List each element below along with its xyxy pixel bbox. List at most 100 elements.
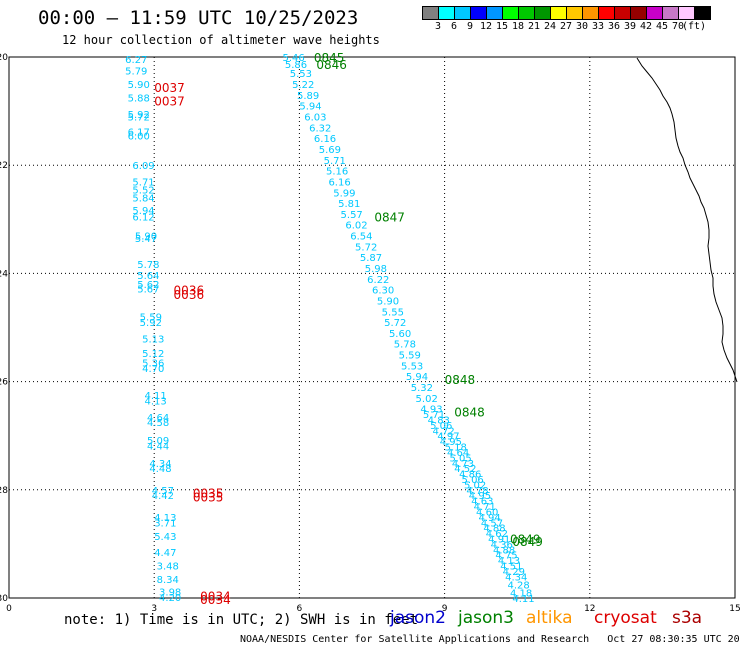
pass-time-label: 0847: [374, 211, 405, 225]
swh-value-track-a: 6.12: [132, 213, 154, 224]
x-tick-label: 15: [729, 604, 740, 614]
swh-value-track-a: 4.11: [145, 391, 167, 402]
pass-time-label: 0035: [193, 487, 224, 501]
swh-value-track-b: 4.75: [495, 551, 517, 562]
pass-time-label: 0845: [314, 51, 345, 65]
swh-value-track-b: 5.60: [389, 329, 411, 340]
swh-value-track-a: 3.71: [154, 518, 176, 529]
swh-value-track-b: 5.55: [382, 307, 404, 318]
swh-value-track-a: 4.47: [154, 548, 176, 559]
swh-value-track-a: 4.70: [142, 364, 164, 375]
swh-value-track-b: 5.94: [299, 102, 321, 113]
swh-value-track-b: 4.95: [469, 491, 491, 502]
swh-value-track-b: 6.16: [314, 134, 336, 145]
swh-value-track-b: 4.86: [459, 470, 481, 481]
swh-value-track-a: 5.84: [132, 194, 154, 205]
swh-value-track-b: 4.29: [503, 567, 525, 578]
x-tick-label: 0: [6, 604, 12, 614]
pass-time-label: 0034: [200, 589, 231, 603]
swh-value-track-a: 6.27: [125, 55, 147, 66]
swh-value-track-b: 6.02: [345, 221, 367, 232]
swh-value-track-a: 4.42: [152, 491, 174, 502]
satellite-name: s3a: [672, 608, 703, 628]
swh-value-track-b: 5.87: [360, 253, 382, 264]
legend-label: 21: [527, 21, 541, 32]
swh-value-track-b: 6.22: [367, 275, 389, 286]
swh-value-track-a: 5.62: [137, 280, 159, 291]
swh-value-track-a: 6.09: [132, 161, 154, 172]
swh-value-track-b: 5.69: [319, 145, 341, 156]
pass-time-label: 0037: [154, 94, 185, 108]
note-text: note: 1) Time is in UTC; 2) SWH is in fe…: [64, 612, 419, 628]
pass-time-label: 0036: [174, 288, 205, 302]
swh-value-track-a: 3.98: [159, 588, 181, 599]
swh-value-track-b: 4.73: [452, 459, 474, 470]
swh-value-track-b: 5.78: [394, 340, 416, 351]
swh-value-track-b: 4.60: [476, 507, 498, 518]
legend-label: 33: [591, 21, 605, 32]
pass-time-label: 0849: [512, 535, 543, 549]
swh-value-track-a: 5.12: [142, 349, 164, 360]
x-tick-label: 6: [297, 604, 303, 614]
swh-value-track-b: 5.90: [377, 296, 399, 307]
swh-value-track-a: 5.71: [132, 177, 154, 188]
legend-label: 39: [623, 21, 637, 32]
swh-value-track-b: 5.02: [416, 394, 438, 405]
swh-value-track-a: 5.52: [132, 186, 154, 197]
swh-value-track-b: 4.52: [454, 464, 476, 475]
swh-value-track-a: 5.90: [128, 80, 150, 91]
swh-value-track-a: 5.36: [142, 359, 164, 370]
legend-label: 9: [466, 21, 474, 32]
swh-value-track-a: 5.67: [137, 285, 159, 296]
swh-value-track-a: 5.92: [128, 110, 150, 121]
swh-value-track-b: 5.16: [326, 167, 348, 178]
legend-label: (ft): [681, 21, 707, 32]
swh-value-track-b: 4.57: [481, 518, 503, 529]
swh-value-track-a: 6.00: [128, 131, 150, 142]
swh-value-track-b: 4.62: [486, 529, 508, 540]
swh-value-track-b: 4.64: [447, 448, 469, 459]
swh-value-track-b: 5.18: [445, 443, 467, 454]
swh-value-track-a: 4.57: [152, 486, 174, 497]
swh-value-track-b: 4.51: [500, 562, 522, 573]
swh-value-track-a: 5.64: [137, 271, 159, 282]
swh-value-track-a: 4.34: [149, 459, 171, 470]
legend-label: 30: [575, 21, 589, 32]
swh-value-track-b: 5.57: [341, 210, 363, 221]
legend-label: 70: [671, 21, 685, 32]
satellite-name: cryosat: [594, 608, 657, 628]
swh-value-track-a: 5.13: [142, 334, 164, 345]
swh-value-track-a: 5.59: [140, 313, 162, 324]
swh-value-track-b: 5.86: [285, 60, 307, 71]
swh-value-track-b: 5.46: [282, 53, 304, 64]
axis-tick-labels: 0 3 6 9 12 15 -20 -22 -24 -26 -28 -30: [0, 53, 740, 614]
swh-value-track-a: 5.88: [128, 94, 150, 105]
swh-value-track-b: 4.78: [466, 486, 488, 497]
pass-time-label: 0035: [193, 490, 224, 504]
swh-value-track-b: 4.91: [488, 534, 510, 545]
track-marks: 6.275.795.905.885.925.726.176.006.095.71…: [125, 51, 543, 607]
swh-value-track-a: 4.58: [147, 418, 169, 429]
swh-value-track-b: 6.54: [350, 232, 372, 243]
swh-value-track-b: 5.71: [324, 156, 346, 167]
swh-value-track-b: 5.05: [449, 453, 471, 464]
swh-value-track-b: 5.32: [411, 383, 433, 394]
grid-lines: [8, 56, 736, 599]
legend-label: 42: [639, 21, 653, 32]
swh-value-track-a: 5.47: [135, 234, 157, 245]
swh-value-track-b: 5.99: [333, 188, 355, 199]
legend-label: 3: [434, 21, 442, 32]
swh-value-track-b: 5.72: [384, 318, 406, 329]
swh-value-track-a: 5.92: [140, 318, 162, 329]
swh-value-track-a: 5.43: [154, 532, 176, 543]
y-tick-label: -20: [0, 53, 8, 63]
y-tick-label: -22: [0, 161, 8, 171]
swh-value-track-a: 4.13: [145, 397, 167, 408]
swh-value-track-a: 6.17: [128, 128, 150, 139]
swh-value-track-b: 5.98: [365, 264, 387, 275]
color-legend: 3 6 9 12 15 18 21 24 27 30 33 36 39 42 45 70 (ft): [422, 6, 740, 34]
swh-value-track-b: 4.95: [440, 437, 462, 448]
swh-value-track-b: 5.71: [423, 410, 445, 421]
swh-value-track-a: 5.94: [132, 206, 154, 217]
swh-value-track-b: 4.88: [483, 524, 505, 535]
